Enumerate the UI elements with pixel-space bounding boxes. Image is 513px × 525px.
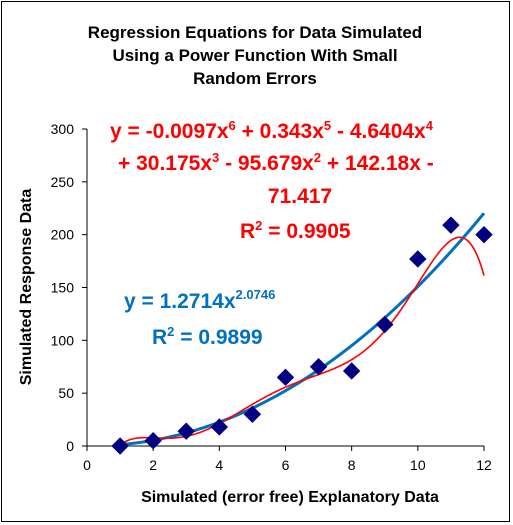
data-point [111,437,129,455]
y-axis-label: Simulated Response Data [18,189,35,386]
data-point [475,225,493,244]
poly-r-squared: R2 = 0.9905 [240,218,351,243]
y-tick-label: 0 [66,438,74,454]
power-equation: y = 1.2714x2.0746 [124,287,275,313]
points-layer [111,216,493,455]
poly-equation-line-2: + 30.175x3 - 95.679x2 + 142.18x - [118,150,434,175]
data-point [276,368,295,387]
chart-title-line-2: Using a Power Function With Small [112,46,397,65]
x-tick-label: 12 [476,457,492,473]
chart-title-line-3: Random Errors [193,69,317,88]
ticks-layer: 0 2 4 6 8 10 12 0 50 100 150 200 250 300 [51,121,492,473]
power-r-squared: R2 = 0.9899 [152,324,263,349]
data-point [177,422,195,440]
data-point [243,405,262,424]
y-tick-label: 250 [51,174,75,190]
x-tick-label: 0 [83,457,91,473]
data-point [442,216,460,234]
y-tick-label: 150 [51,280,75,296]
x-axis-label: Simulated (error free) Explanatory Data [141,489,439,506]
chart-title-line-1: Regression Equations for Data Simulated [88,23,422,42]
data-point [309,358,328,376]
y-tick-label: 300 [51,121,75,137]
x-tick-label: 10 [410,457,426,473]
data-point [376,315,394,334]
y-tick-label: 50 [58,385,74,401]
y-tick-label: 200 [51,227,75,243]
data-point [409,250,427,268]
poly-equation-line-1: y = -0.0097x6 + 0.343x5 - 4.6404x4 [110,118,434,143]
poly-equation-line-3: 71.417 [268,185,332,208]
x-tick-label: 8 [348,457,356,473]
data-point [144,432,162,450]
data-point [342,362,361,380]
data-point [210,418,229,436]
x-tick-label: 2 [149,457,157,473]
x-tick-label: 6 [282,457,290,473]
polynomial-trendline [119,236,485,446]
x-tick-label: 4 [215,457,223,473]
y-tick-label: 100 [51,332,75,348]
